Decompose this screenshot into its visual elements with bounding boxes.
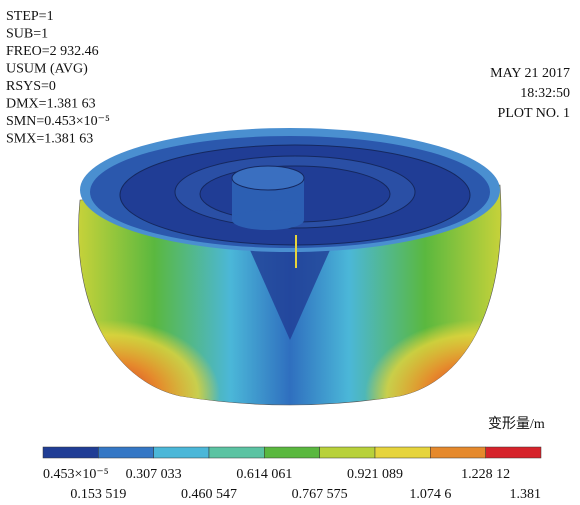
legend-label: 0.460 547 — [181, 487, 237, 502]
color-swatch — [264, 447, 319, 458]
legend-label: 0.767 575 — [292, 487, 348, 502]
color-swatch — [98, 447, 153, 458]
color-swatch — [209, 447, 264, 458]
legend-title: 变形量/m — [488, 416, 545, 432]
legend-label: 1.381 — [510, 487, 542, 502]
screenshot: STEP=1 SUB=1 FREO=2 932.46 USUM (AVG) RSYS=0… — [0, 0, 580, 505]
legend-label: 1.228 12 — [461, 467, 510, 482]
stamp-line: 18:32:50 — [520, 86, 570, 101]
info-line: USUM (AVG) — [6, 62, 88, 77]
legend-label: 0.453×10⁻⁵ — [43, 467, 109, 482]
legend-label: 0.614 061 — [236, 467, 292, 482]
legend-label: 0.307 033 — [126, 467, 182, 482]
info-block: STEP=1 SUB=1 FREO=2 932.46 USUM (AVG) RSYS=0… — [6, 9, 110, 147]
color-swatch — [154, 447, 209, 458]
color-swatch — [486, 447, 541, 458]
color-swatch — [430, 447, 485, 458]
info-line: SMX=1.381 63 — [6, 132, 93, 147]
info-line: SMN=0.453×10⁻⁵ — [6, 114, 110, 129]
color-swatch — [375, 447, 430, 458]
stamp-block: MAY 21 2017 18:32:50 PLOT NO. 1 — [490, 66, 570, 121]
info-line: FREO=2 932.46 — [6, 44, 99, 59]
color-bar: 0.453×10⁻⁵ 0.307 033 0.614 061 0.921 089 1.2… — [43, 447, 541, 502]
color-swatch — [43, 447, 98, 458]
color-swatch — [320, 447, 375, 458]
stamp-line: PLOT NO. 1 — [498, 106, 570, 121]
info-line: SUB=1 — [6, 27, 48, 42]
info-line: STEP=1 — [6, 9, 54, 24]
legend-label: 0.921 089 — [347, 467, 403, 482]
legend-label: 0.153 519 — [70, 487, 126, 502]
legend-label: 1.074 6 — [409, 487, 451, 502]
stamp-line: MAY 21 2017 — [490, 66, 570, 81]
info-line: DMX=1.381 63 — [6, 97, 96, 112]
info-line: RSYS=0 — [6, 79, 56, 94]
